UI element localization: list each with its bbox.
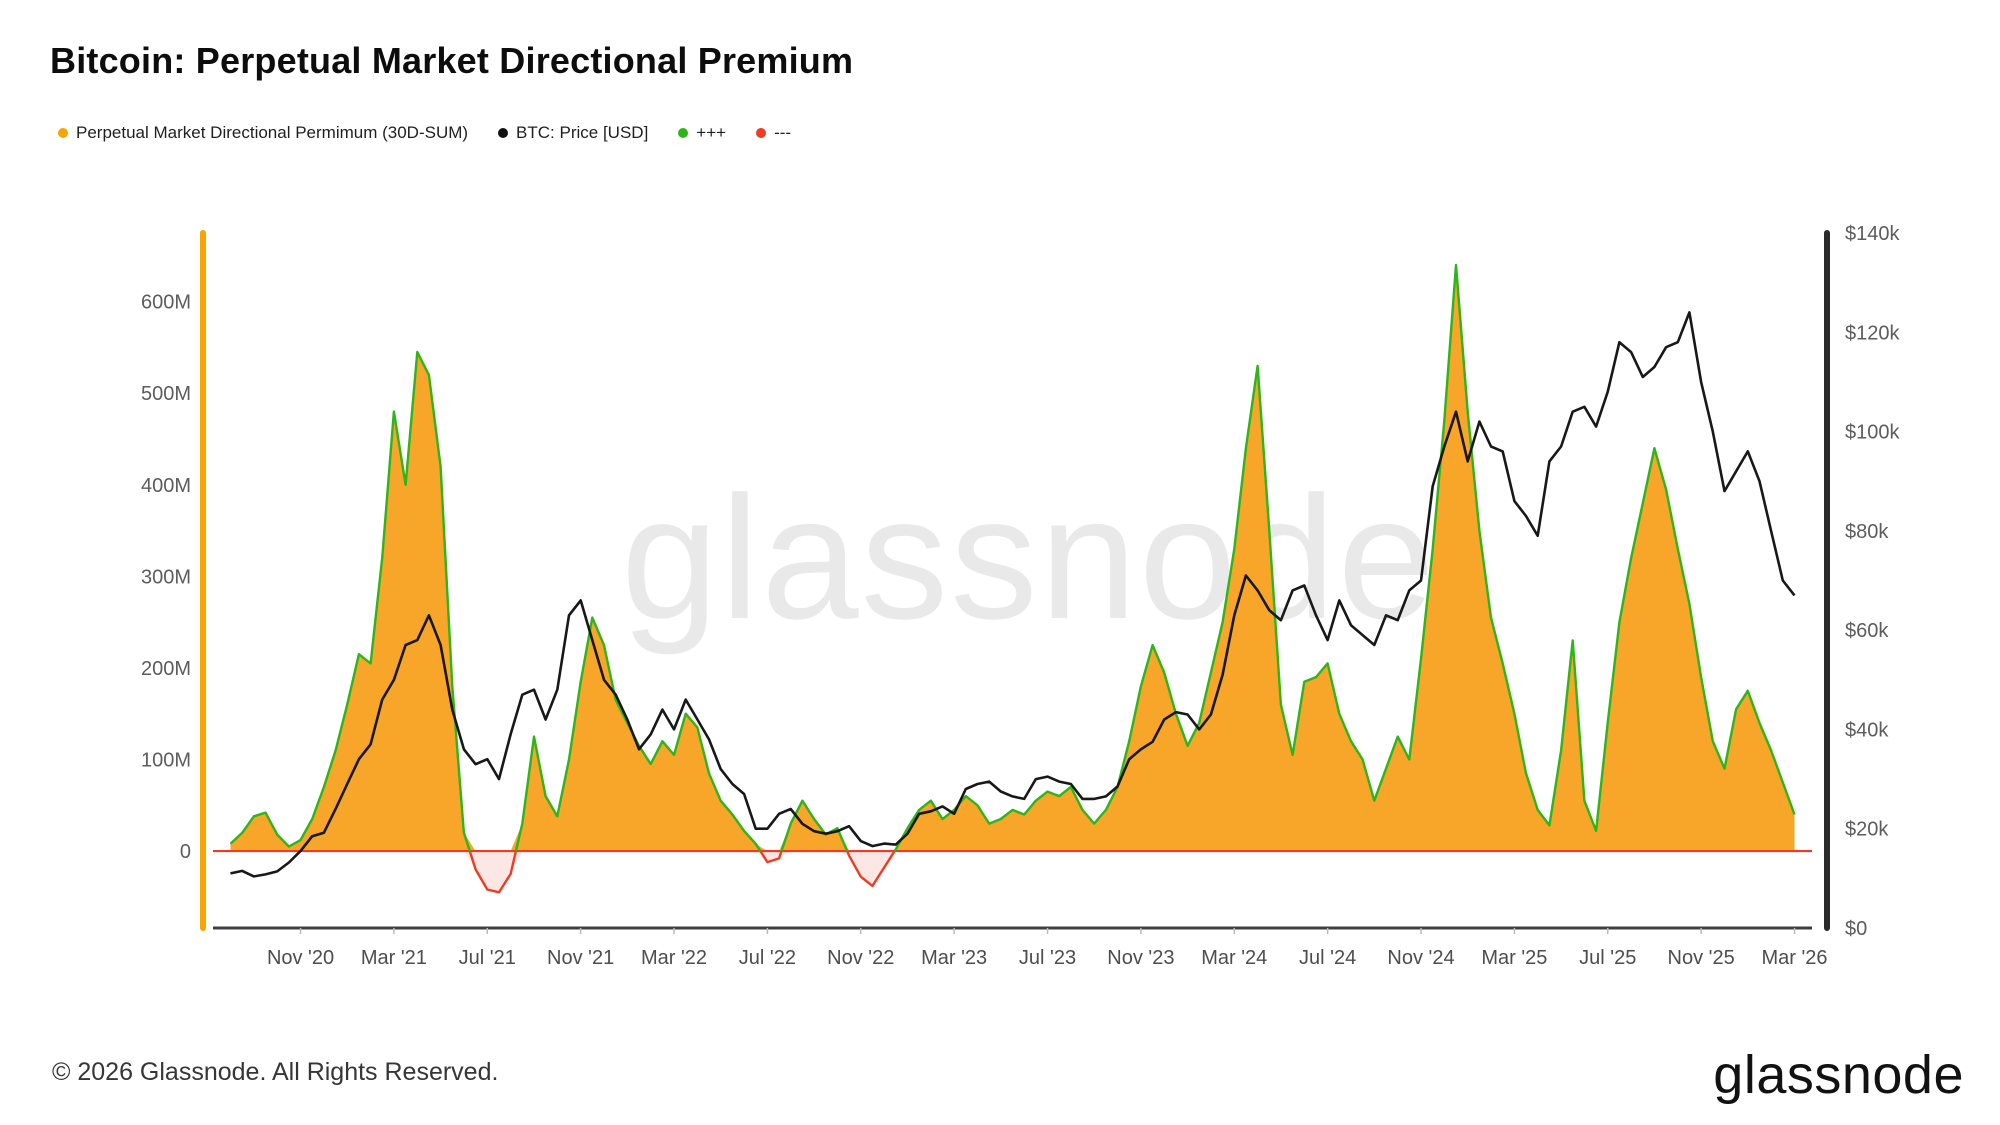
premium-area <box>230 265 1795 852</box>
legend-label: Perpetual Market Directional Permimum (3… <box>76 123 469 142</box>
premium-line-positive <box>229 350 471 852</box>
x-tick-label: Mar '24 <box>1201 947 1267 969</box>
x-tick-label: Mar '23 <box>921 947 987 969</box>
premium-line-negative <box>468 850 518 894</box>
legend-dot <box>58 128 68 138</box>
legend-item-3[interactable]: +++ <box>678 123 726 143</box>
right-tick-label: $100k <box>1845 422 1900 444</box>
x-tick-label: Jul '25 <box>1579 947 1636 969</box>
legend-dot <box>678 128 689 138</box>
premium-negative-area <box>230 851 1795 893</box>
right-tick-label: $60k <box>1845 620 1889 642</box>
left-tick-label: 300M <box>141 566 191 588</box>
premium-line-negative <box>759 850 783 864</box>
x-tick-label: Nov '22 <box>827 947 894 969</box>
x-tick-label: Jul '22 <box>739 947 796 969</box>
right-tick-label: $80k <box>1845 521 1889 543</box>
legend-label: +++ <box>696 123 727 142</box>
x-tick-label: Mar '26 <box>1761 947 1827 969</box>
right-tick-label: $0 <box>1845 918 1867 940</box>
x-tick-label: Jul '21 <box>459 947 516 969</box>
glassnode-logo: glassnode <box>1713 1045 1964 1105</box>
x-tick-label: Nov '23 <box>1107 947 1174 969</box>
legend-label: BTC: Price [USD] <box>516 123 649 142</box>
legend-label: --- <box>774 123 792 142</box>
right-tick-label: $120k <box>1845 322 1900 344</box>
btc-price-line <box>230 311 1796 878</box>
legend-item-2[interactable]: BTC: Price [USD] <box>498 123 648 143</box>
premium-line-negative <box>846 850 896 888</box>
x-tick-label: Mar '22 <box>641 947 707 969</box>
legend-item-1[interactable]: Perpetual Market Directional Permimum (3… <box>58 123 468 143</box>
x-tick-label: Jul '23 <box>1019 947 1076 969</box>
left-tick-label: 600M <box>141 292 191 314</box>
x-tick-label: Nov '20 <box>267 947 334 969</box>
left-tick-label: 200M <box>141 658 191 680</box>
watermark-text: glassnode <box>621 461 1437 656</box>
legend-item-4[interactable]: --- <box>756 123 791 143</box>
right-tick-label: $140k <box>1845 223 1900 245</box>
copyright-text: © 2026 Glassnode. All Rights Reserved. <box>52 1058 499 1086</box>
right-tick-label: $40k <box>1845 719 1889 741</box>
left-tick-label: 500M <box>141 383 191 405</box>
legend-dot <box>756 128 767 138</box>
x-tick-label: Mar '25 <box>1481 947 1547 969</box>
premium-line-positive <box>780 799 849 852</box>
legend-dot <box>498 128 509 138</box>
page-title: Bitcoin: Perpetual Market Directional Pr… <box>50 40 854 81</box>
x-tick-label: Nov '24 <box>1387 947 1454 969</box>
x-tick-label: Nov '25 <box>1668 947 1735 969</box>
x-tick-label: Jul '24 <box>1299 947 1356 969</box>
left-tick-label: 400M <box>141 475 191 497</box>
left-tick-label: 100M <box>141 750 191 772</box>
x-tick-label: Mar '21 <box>361 947 427 969</box>
premium-line-positive <box>893 263 1796 852</box>
right-tick-label: $20k <box>1845 819 1889 841</box>
x-tick-label: Nov '21 <box>547 947 614 969</box>
legend: Perpetual Market Directional Permimum (3… <box>58 123 791 143</box>
left-tick-label: 0 <box>180 841 191 863</box>
